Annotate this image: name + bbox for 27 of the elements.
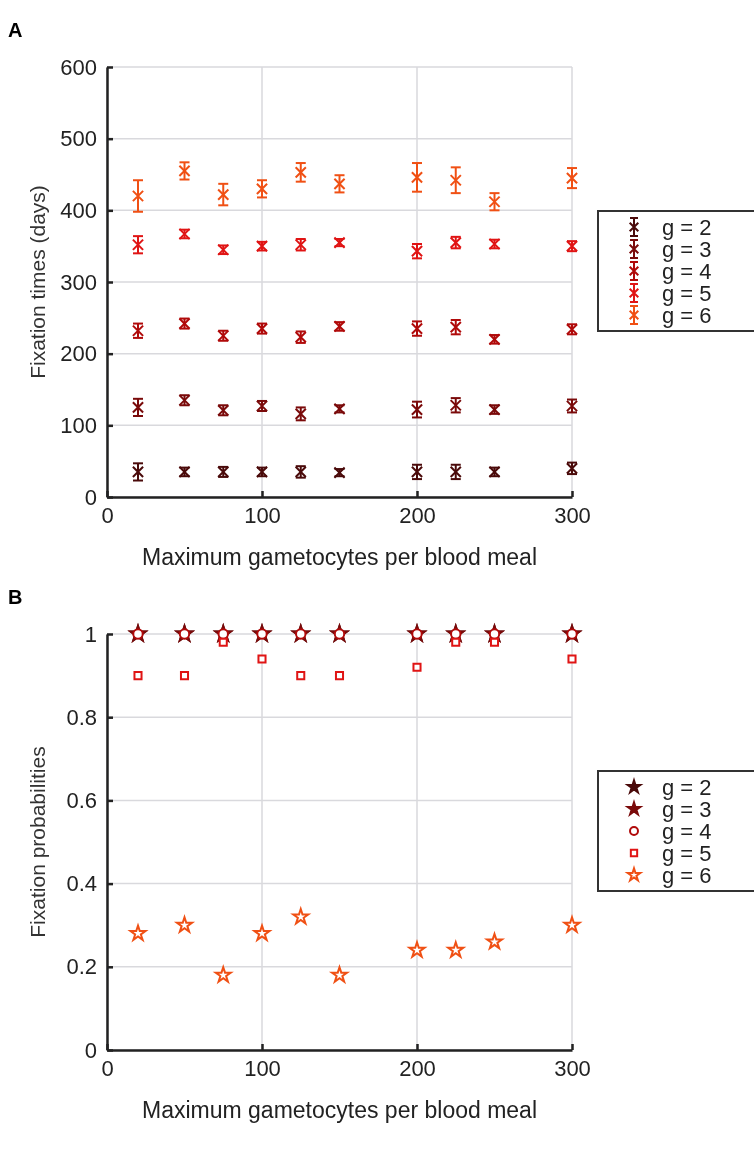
y-axis-title: Fixation probabilities bbox=[26, 746, 49, 938]
y-tick-label: 0.2 bbox=[66, 954, 97, 980]
x-tick-label: 100 bbox=[244, 1055, 281, 1081]
y-tick-label: 0.8 bbox=[66, 704, 97, 730]
y-tick-label: 500 bbox=[60, 126, 97, 152]
x-tick-label: 100 bbox=[244, 502, 281, 528]
chart-title: A bbox=[8, 19, 23, 41]
x-tick-label: 0 bbox=[101, 502, 114, 528]
x-axis-title: Maximum gametocytes per blood meal bbox=[142, 544, 537, 570]
y-tick-label: 0 bbox=[84, 484, 97, 510]
y-tick-label: 100 bbox=[60, 412, 97, 438]
x-axis-title: Maximum gametocytes per blood meal bbox=[142, 1097, 537, 1123]
y-tick-label: 1 bbox=[84, 621, 97, 647]
x-tick-label: 0 bbox=[101, 1055, 114, 1081]
y-tick-label: 0.6 bbox=[66, 787, 97, 813]
y-tick-label: 0 bbox=[84, 1037, 97, 1063]
y-tick-label: 300 bbox=[60, 269, 97, 295]
y-axis-title: Fixation times (days) bbox=[26, 185, 49, 379]
y-tick-label: 600 bbox=[60, 54, 97, 80]
x-tick-label: 200 bbox=[399, 502, 436, 528]
chart-title: B bbox=[8, 586, 23, 608]
x-tick-label: 300 bbox=[554, 502, 591, 528]
y-tick-label: 0.4 bbox=[66, 871, 97, 897]
x-tick-label: 200 bbox=[399, 1055, 436, 1081]
x-tick-label: 300 bbox=[554, 1055, 591, 1081]
y-tick-label: 400 bbox=[60, 197, 97, 223]
y-tick-label: 200 bbox=[60, 341, 97, 367]
